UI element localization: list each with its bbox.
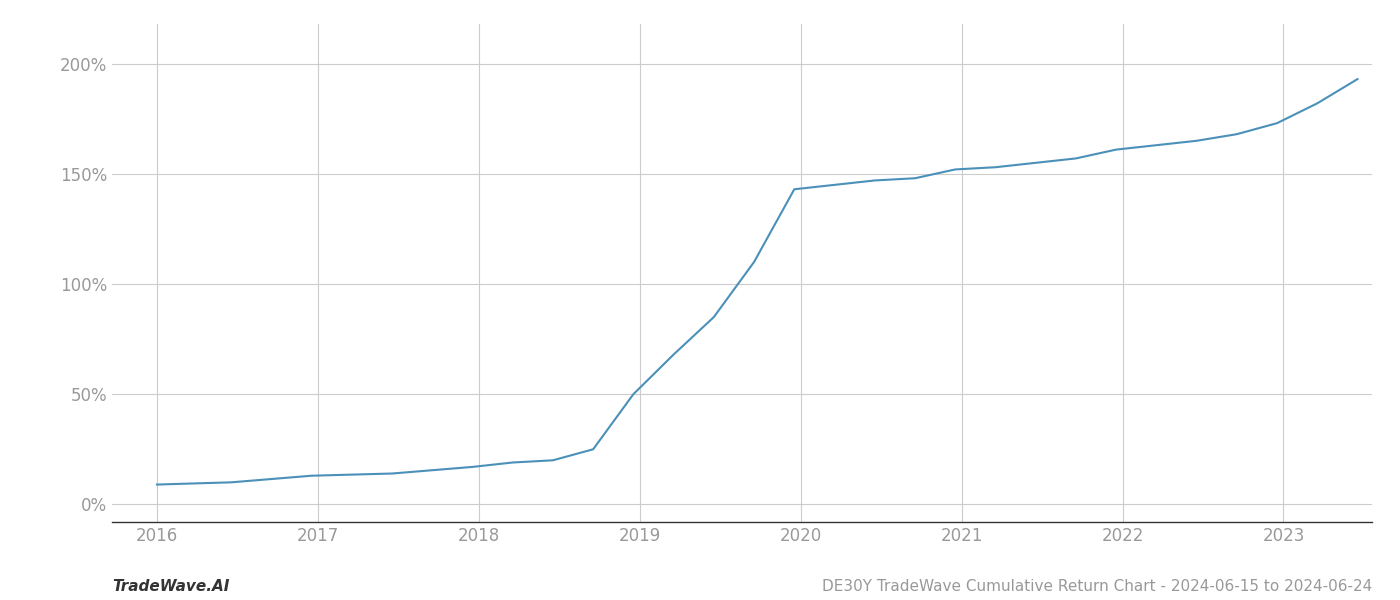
Text: TradeWave.AI: TradeWave.AI: [112, 579, 230, 594]
Text: DE30Y TradeWave Cumulative Return Chart - 2024-06-15 to 2024-06-24: DE30Y TradeWave Cumulative Return Chart …: [822, 579, 1372, 594]
